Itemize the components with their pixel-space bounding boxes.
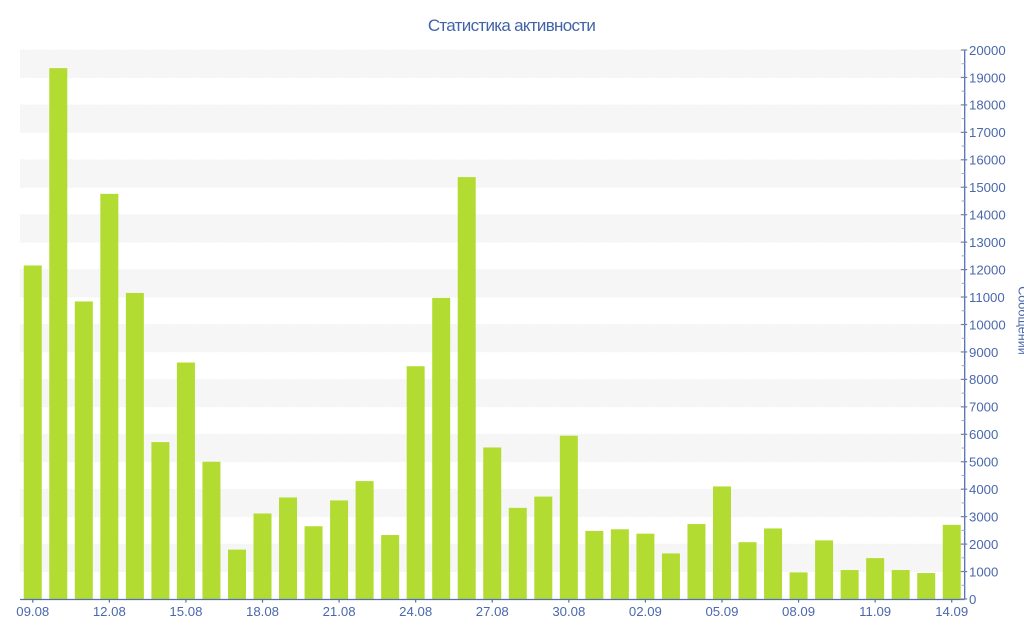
svg-text:12000: 12000 bbox=[969, 262, 1006, 277]
svg-text:09.08: 09.08 bbox=[16, 604, 49, 619]
svg-text:8000: 8000 bbox=[969, 372, 998, 387]
svg-text:11000: 11000 bbox=[969, 290, 1005, 305]
svg-text:05.09: 05.09 bbox=[705, 604, 738, 619]
svg-text:14000: 14000 bbox=[969, 208, 1006, 223]
svg-text:7000: 7000 bbox=[969, 400, 998, 415]
svg-text:02.09: 02.09 bbox=[629, 604, 662, 619]
svg-text:15.08: 15.08 bbox=[169, 604, 202, 619]
svg-text:2000: 2000 bbox=[969, 537, 998, 552]
svg-text:14.09: 14.09 bbox=[935, 604, 968, 619]
svg-text:0: 0 bbox=[969, 592, 976, 607]
svg-text:6000: 6000 bbox=[969, 427, 998, 442]
svg-text:5000: 5000 bbox=[969, 455, 998, 470]
svg-text:27.08: 27.08 bbox=[476, 604, 509, 619]
svg-text:16000: 16000 bbox=[969, 153, 1006, 168]
svg-text:19000: 19000 bbox=[969, 70, 1006, 85]
svg-text:12.08: 12.08 bbox=[93, 604, 126, 619]
svg-text:20000: 20000 bbox=[969, 43, 1006, 58]
svg-text:Сообщений: Сообщений bbox=[1016, 286, 1024, 355]
svg-text:18.08: 18.08 bbox=[246, 604, 279, 619]
svg-text:11.09: 11.09 bbox=[859, 604, 891, 619]
svg-text:3000: 3000 bbox=[969, 509, 998, 524]
svg-text:13000: 13000 bbox=[969, 235, 1006, 250]
svg-text:08.09: 08.09 bbox=[782, 604, 815, 619]
svg-text:1000: 1000 bbox=[969, 564, 998, 579]
svg-text:4000: 4000 bbox=[969, 482, 998, 497]
svg-text:30.08: 30.08 bbox=[552, 604, 585, 619]
svg-text:15000: 15000 bbox=[969, 180, 1006, 195]
svg-text:Статистика активности: Статистика активности bbox=[428, 16, 596, 35]
svg-text:17000: 17000 bbox=[969, 125, 1006, 140]
svg-text:21.08: 21.08 bbox=[323, 604, 356, 619]
svg-text:24.08: 24.08 bbox=[399, 604, 432, 619]
svg-text:9000: 9000 bbox=[969, 345, 998, 360]
svg-text:18000: 18000 bbox=[969, 98, 1006, 113]
svg-text:10000: 10000 bbox=[969, 317, 1006, 332]
